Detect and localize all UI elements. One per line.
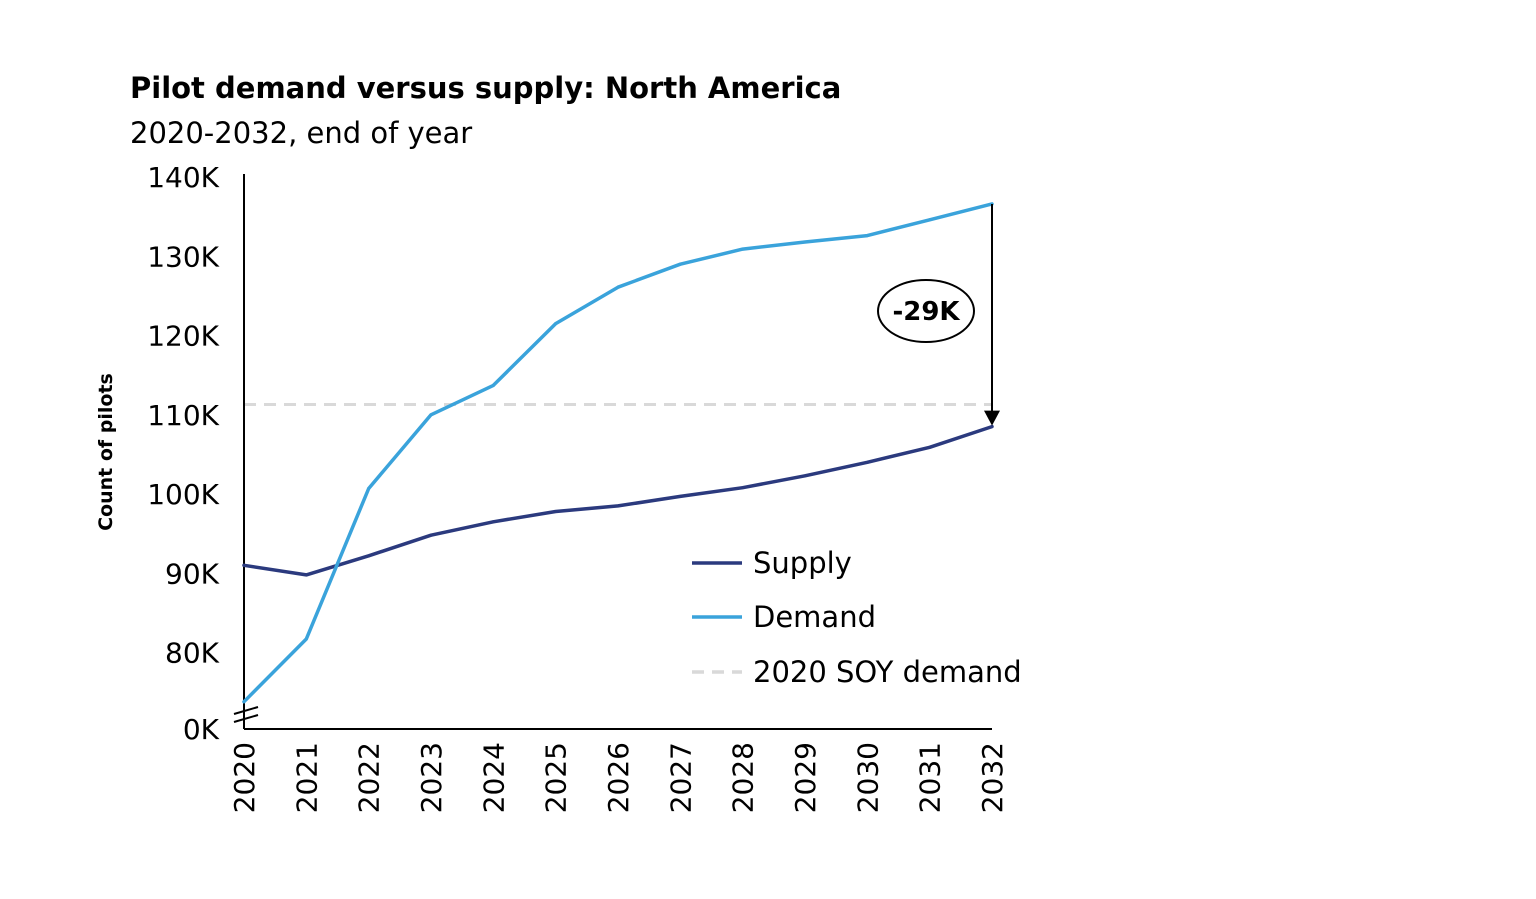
- x-tick-label: 2030: [851, 742, 884, 813]
- data-point-demand: [741, 247, 745, 251]
- legend-label: 2020 SOY demand: [753, 655, 1022, 689]
- data-point-supply: [304, 573, 308, 577]
- x-tick-label: 2032: [976, 742, 1009, 813]
- data-point-supply: [429, 533, 433, 537]
- data-point-demand: [304, 637, 308, 641]
- chart-title: Pilot demand versus supply: North Americ…: [130, 71, 841, 105]
- data-point-demand: [803, 240, 807, 244]
- legend-label: Demand: [753, 600, 876, 634]
- data-point-demand: [928, 218, 932, 222]
- axis-break-icon: [233, 706, 259, 723]
- data-point-supply: [367, 554, 371, 558]
- gap-label-ellipse: [877, 279, 975, 343]
- gap-label: -29K: [892, 297, 960, 327]
- legend-item-2020-soy-demand: 2020 SOY demand: [692, 655, 1022, 689]
- x-tick-label: 2020: [228, 742, 261, 813]
- legend-item-demand: Demand: [692, 600, 876, 634]
- x-tick-label: 2022: [353, 742, 386, 813]
- data-point-demand: [429, 413, 433, 417]
- y-tick-label: 100K: [147, 478, 219, 511]
- x-tick-label: 2031: [914, 742, 947, 813]
- y-tick-label: 110K: [147, 399, 219, 432]
- data-point-demand: [367, 486, 371, 490]
- y-tick-label: 130K: [147, 240, 219, 273]
- data-point-demand: [865, 234, 869, 238]
- chart-subtitle: 2020-2032, end of year: [130, 116, 472, 150]
- x-tick-label: 2029: [789, 742, 822, 813]
- data-point-supply: [928, 445, 932, 449]
- data-point-demand: [554, 322, 558, 326]
- data-point-supply: [741, 486, 745, 490]
- series-line-supply: [242, 424, 994, 577]
- y-tick-label: 140K: [147, 161, 219, 194]
- data-point-supply: [678, 494, 682, 498]
- data-point-supply: [803, 474, 807, 478]
- y-tick-label: 120K: [147, 320, 219, 353]
- x-tick-label: 2023: [415, 742, 448, 813]
- data-point-demand: [616, 285, 620, 289]
- y-axis-label: Count of pilots: [95, 373, 117, 531]
- data-point-demand: [242, 700, 246, 704]
- y-tick-label: 0K: [183, 713, 220, 746]
- x-tick-label: 2024: [477, 742, 510, 813]
- legend-label: Supply: [753, 546, 852, 580]
- data-point-supply: [616, 504, 620, 508]
- x-tick-label: 2021: [290, 742, 323, 813]
- data-point-demand: [491, 383, 495, 387]
- x-tick-label: 2026: [602, 742, 635, 813]
- data-point-supply: [554, 509, 558, 513]
- series-line-demand: [242, 202, 994, 704]
- data-point-demand: [678, 262, 682, 266]
- data-point-supply: [865, 460, 869, 464]
- data-point-supply: [242, 563, 246, 567]
- y-tick-label: 90K: [165, 557, 220, 590]
- data-point-supply: [990, 425, 994, 429]
- x-tick-label: 2027: [664, 742, 697, 813]
- data-point-supply: [491, 520, 495, 524]
- gap-arrowhead-icon: [984, 410, 1000, 426]
- y-tick-label: 80K: [165, 637, 220, 670]
- x-tick-label: 2025: [540, 742, 573, 813]
- x-tick-label: 2028: [727, 742, 760, 813]
- legend-item-supply: Supply: [692, 546, 852, 580]
